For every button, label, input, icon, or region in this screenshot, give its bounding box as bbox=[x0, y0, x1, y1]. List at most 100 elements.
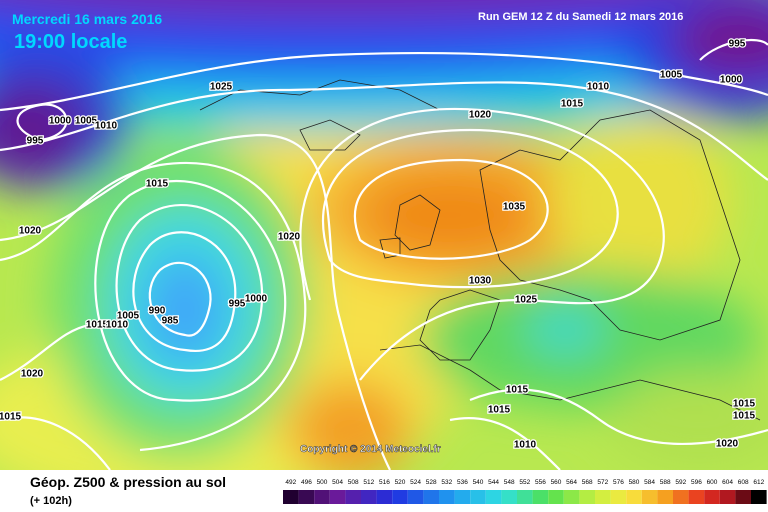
scale-swatch bbox=[314, 490, 330, 504]
scale-swatch bbox=[610, 490, 627, 504]
scale-swatch bbox=[392, 490, 408, 504]
isobar-label: 995 bbox=[729, 39, 746, 50]
isobar-label: 1000 bbox=[49, 116, 72, 127]
scale-swatch bbox=[454, 490, 471, 504]
isobar-label: 1010 bbox=[514, 440, 537, 451]
scale-swatch bbox=[579, 490, 595, 504]
scale-label: 548 bbox=[504, 479, 515, 486]
isobar-label: 985 bbox=[162, 316, 179, 327]
copyright: Copyright © 2014 Meteociel.fr bbox=[300, 444, 441, 455]
scale-swatch bbox=[485, 490, 502, 504]
isobar-label: 1000 bbox=[720, 75, 743, 86]
isobar-label: 1020 bbox=[716, 439, 739, 450]
scale-swatch bbox=[719, 490, 736, 504]
scale-label: 592 bbox=[675, 479, 686, 486]
legend-title: Géop. Z500 & pression au sol bbox=[30, 474, 226, 490]
isobars bbox=[0, 38, 768, 470]
isobar-label: 1020 bbox=[278, 232, 301, 243]
scale-swatch bbox=[673, 490, 689, 504]
scale-label: 556 bbox=[535, 479, 546, 486]
scale-label: 560 bbox=[551, 479, 562, 486]
scale-swatch bbox=[548, 490, 564, 504]
isobar-label: 1020 bbox=[21, 369, 44, 380]
isobar-label: 995 bbox=[229, 299, 246, 310]
scale-swatch bbox=[423, 490, 439, 504]
scale-swatch bbox=[298, 490, 315, 504]
scale-label: 564 bbox=[566, 479, 577, 486]
scale-swatch bbox=[329, 490, 346, 504]
isobar-label: 1015 bbox=[0, 412, 22, 423]
isobar-label: 1010 bbox=[95, 121, 118, 132]
isobar-label: 1015 bbox=[488, 405, 511, 416]
scale-swatch bbox=[735, 490, 751, 504]
scale-label: 544 bbox=[488, 479, 499, 486]
scale-swatch bbox=[361, 490, 377, 504]
scale-label: 496 bbox=[301, 479, 312, 486]
scale-label: 524 bbox=[410, 479, 421, 486]
isobar-label: 1000 bbox=[245, 294, 268, 305]
isobar-label: 1010 bbox=[106, 320, 129, 331]
time: 19:00 locale bbox=[14, 31, 127, 53]
scale-label: 588 bbox=[660, 479, 671, 486]
scale-swatch bbox=[532, 490, 549, 504]
scale-label: 568 bbox=[582, 479, 593, 486]
scale-swatch bbox=[470, 490, 486, 504]
scale-label: 604 bbox=[722, 479, 733, 486]
scale-label: 580 bbox=[629, 479, 640, 486]
isobar-label: 1020 bbox=[469, 110, 492, 121]
scale-swatch bbox=[283, 490, 299, 504]
scale-swatch bbox=[345, 490, 361, 504]
isobar-label: 1005 bbox=[660, 70, 683, 81]
scale-label: 528 bbox=[426, 479, 437, 486]
isobar-label: 1015 bbox=[506, 385, 529, 396]
run: Run GEM 12 Z du Samedi 12 mars 2016 bbox=[478, 11, 683, 23]
scale-swatch bbox=[517, 490, 533, 504]
isobar-label: 995 bbox=[27, 136, 44, 147]
color-scale: 492 496 500 504 508 512 516 520 524 528 532 536 540 5… bbox=[283, 479, 767, 504]
scale-label: 576 bbox=[613, 479, 624, 486]
isobar-label: 1020 bbox=[19, 226, 42, 237]
scale-label: 504 bbox=[332, 479, 343, 486]
isobar-label: 1030 bbox=[469, 276, 492, 287]
scale-swatch bbox=[407, 490, 424, 504]
scale-label: 600 bbox=[707, 479, 718, 486]
scale-label: 512 bbox=[363, 479, 374, 486]
isobar-label: 1015 bbox=[146, 179, 169, 190]
isobar-label: 1015 bbox=[733, 399, 756, 410]
isobar-label: 1010 bbox=[587, 82, 610, 93]
scale-label: 516 bbox=[379, 479, 390, 486]
scale-swatch bbox=[641, 490, 658, 504]
scale-label: 500 bbox=[317, 479, 328, 486]
scale-swatch bbox=[704, 490, 720, 504]
scale-label: 492 bbox=[285, 479, 296, 486]
scale-swatch bbox=[751, 490, 767, 504]
scale-swatch bbox=[563, 490, 580, 504]
isobar-label: 1015 bbox=[86, 320, 109, 331]
scale-label: 572 bbox=[597, 479, 608, 486]
scale-label: 612 bbox=[753, 479, 764, 486]
scale-label: 532 bbox=[441, 479, 452, 486]
isobar-label: 1025 bbox=[515, 295, 538, 306]
scale-swatch bbox=[376, 490, 393, 504]
scale-label: 536 bbox=[457, 479, 468, 486]
scale-swatch bbox=[626, 490, 642, 504]
isobar-label: 1005 bbox=[75, 116, 98, 127]
date: Mercredi 16 mars 2016 bbox=[12, 11, 162, 27]
scale-label: 552 bbox=[519, 479, 530, 486]
scale-label: 584 bbox=[644, 479, 655, 486]
scale-swatch bbox=[595, 490, 611, 504]
scale-swatch bbox=[657, 490, 673, 504]
scale-swatch bbox=[439, 490, 455, 504]
legend-lead: (+ 102h) bbox=[30, 495, 72, 507]
isobar-label: 1015 bbox=[733, 411, 756, 422]
isobar-label: 1005 bbox=[117, 311, 140, 322]
scale-swatch bbox=[688, 490, 705, 504]
scale-label: 596 bbox=[691, 479, 702, 486]
isobar-label: 1025 bbox=[210, 82, 233, 93]
scale-label: 540 bbox=[473, 479, 484, 486]
isobar-label: 1035 bbox=[503, 202, 526, 213]
scale-label: 608 bbox=[738, 479, 749, 486]
